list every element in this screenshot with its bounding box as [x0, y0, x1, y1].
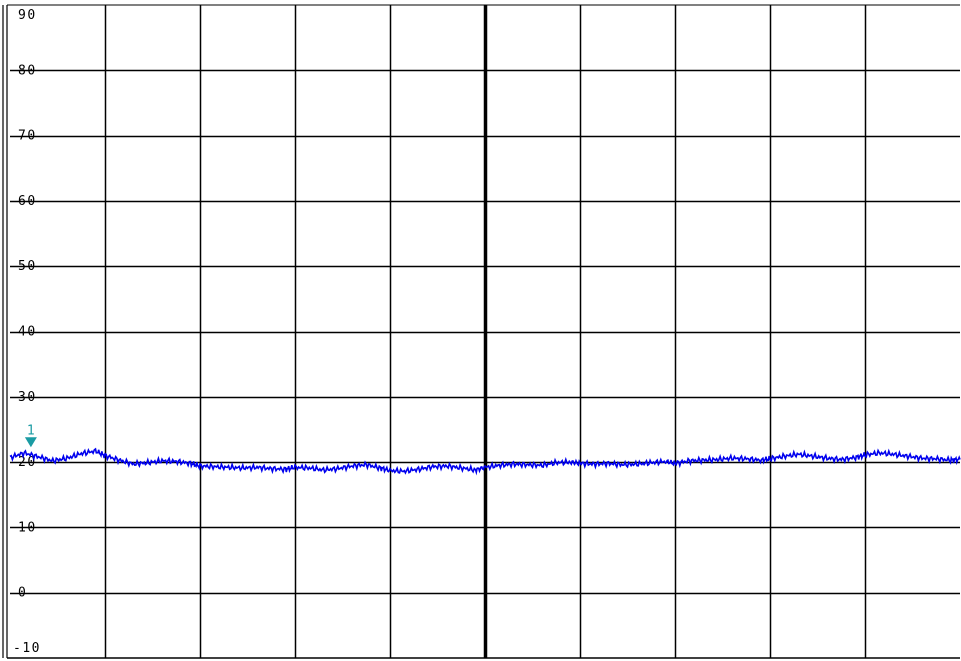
plot-frame	[2, 4, 960, 659]
y-tick-label: 20	[18, 455, 37, 470]
marker-triangle	[24, 437, 37, 448]
y-tick-label: 10	[18, 520, 37, 535]
y-tick-label: 0	[18, 586, 27, 601]
y-tick-label: 40	[18, 325, 37, 340]
grid	[10, 5, 960, 658]
marker-label: 1	[27, 423, 35, 438]
y-tick-label: 60	[18, 194, 37, 209]
y-tick-label: 80	[18, 63, 37, 78]
y-tick-label: 90	[18, 8, 37, 23]
trace-line	[9, 447, 961, 476]
marker-layer: 1	[24, 423, 37, 448]
y-tick-label: 70	[18, 129, 37, 144]
y-tick-label: 30	[18, 390, 37, 405]
trace-layer	[9, 447, 961, 476]
y-axis-ticks: 90 80 70 60 50 40 30 20 10 0 -10	[13, 8, 41, 656]
y-tick-label: -10	[13, 641, 41, 656]
y-tick-label: 50	[18, 259, 37, 274]
